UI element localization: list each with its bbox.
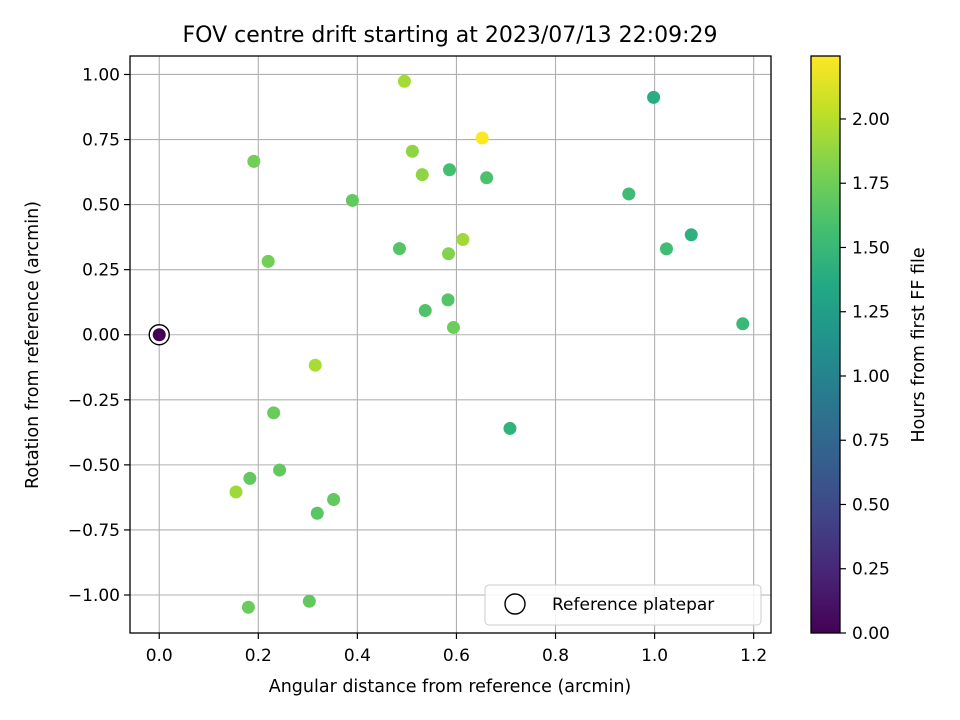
data-point — [622, 187, 636, 201]
data-point — [659, 242, 673, 256]
data-point — [261, 254, 275, 268]
colorbar-tick-label: 0.50 — [852, 495, 890, 515]
data-point — [503, 421, 517, 435]
data-point — [405, 144, 419, 158]
grid — [130, 56, 771, 633]
data-point — [392, 242, 406, 256]
y-tick-label: 0.50 — [82, 196, 120, 216]
colorbar-tick-label: 0.00 — [852, 624, 890, 644]
colorbar-tick-label: 0.25 — [852, 560, 890, 580]
x-tick-label: 1.2 — [740, 646, 767, 666]
y-axis-ticks: −1.00 −0.75 −0.50 −0.25 0.00 0.25 0.50 0.75 1.00 — [68, 65, 130, 606]
data-point — [310, 506, 324, 520]
data-point — [327, 492, 341, 506]
colorbar-label: Hours from first FF file — [909, 247, 929, 442]
x-tick-label: 0.4 — [344, 646, 371, 666]
chart-title: FOV centre drift starting at 2023/07/13 … — [183, 23, 718, 48]
x-tick-label: 1.0 — [641, 646, 668, 666]
data-point — [241, 600, 255, 614]
data-point — [243, 471, 257, 485]
data-point — [273, 463, 287, 477]
x-axis-ticks: 0.0 0.2 0.4 0.6 0.8 1.0 1.2 — [146, 633, 767, 666]
y-tick-label: −0.25 — [68, 391, 120, 411]
colorbar-tick-label: 1.00 — [852, 367, 890, 387]
data-point — [267, 406, 281, 420]
y-tick-label: 1.00 — [82, 65, 120, 85]
reference-point — [152, 328, 166, 342]
x-tick-label: 0.0 — [146, 646, 173, 666]
legend-box — [484, 584, 762, 626]
y-tick-label: −0.75 — [68, 521, 120, 541]
data-point — [443, 163, 457, 177]
colorbar-tick-label: 1.50 — [852, 238, 890, 258]
y-tick-label: 0.00 — [82, 326, 120, 346]
data-point — [647, 90, 661, 104]
data-point — [397, 74, 411, 88]
data-point — [441, 293, 455, 307]
legend: Reference platepar — [484, 584, 762, 626]
data-point — [684, 228, 698, 242]
colorbar-tick-label: 0.75 — [852, 431, 890, 451]
data-point — [456, 232, 470, 246]
y-tick-label: 0.25 — [82, 261, 120, 281]
data-point — [418, 304, 432, 318]
y-tick-label: −0.50 — [68, 456, 120, 476]
data-point — [442, 247, 456, 261]
legend-entry-label: Reference platepar — [552, 595, 714, 615]
x-tick-label: 0.8 — [542, 646, 569, 666]
colorbar-ticks: 0.00 0.25 0.50 0.75 1.00 1.25 1.50 1.75 2.00 — [840, 110, 890, 644]
data-point — [446, 320, 460, 334]
colorbar-tick-label: 1.25 — [852, 303, 890, 323]
colorbar — [810, 55, 841, 634]
y-tick-label: −1.00 — [68, 586, 120, 606]
y-tick-label: 0.75 — [82, 131, 120, 151]
data-point — [229, 485, 243, 499]
data-point — [302, 594, 316, 608]
x-axis-label: Angular distance from reference (arcmin) — [269, 677, 632, 697]
data-point — [308, 358, 322, 372]
data-point — [415, 168, 429, 182]
data-point — [247, 154, 261, 168]
x-tick-label: 0.6 — [443, 646, 470, 666]
scatter-points — [148, 74, 750, 614]
data-point — [345, 193, 359, 207]
x-tick-label: 0.2 — [245, 646, 272, 666]
legend-marker-icon — [504, 593, 526, 615]
plot-area-frame — [129, 55, 772, 634]
data-point — [480, 171, 494, 185]
data-point — [736, 317, 750, 331]
colorbar-tick-label: 2.00 — [852, 110, 890, 130]
y-axis-label: Rotation from reference (arcmin) — [23, 201, 43, 489]
data-point — [475, 131, 489, 145]
colorbar-tick-label: 1.75 — [852, 174, 890, 194]
